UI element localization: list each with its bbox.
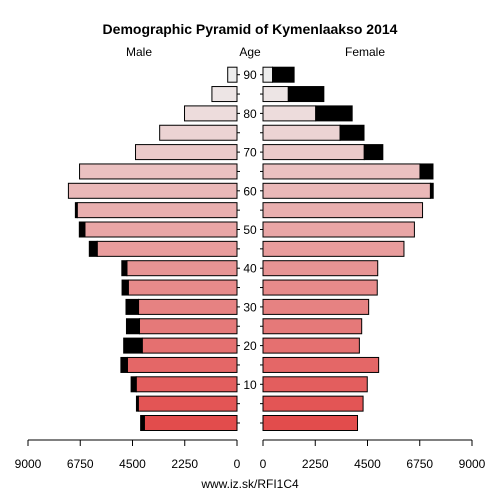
male-bars <box>67 66 238 431</box>
male-surplus-10-14 <box>130 376 137 393</box>
male-surplus-45-49 <box>88 240 98 257</box>
x-tick-label-male: 0 <box>234 457 241 471</box>
female-bar-70-74 <box>262 144 365 161</box>
male-surplus-30-34 <box>125 298 140 315</box>
male-surplus-5-9 <box>135 395 139 412</box>
age-tick-label: 70 <box>243 146 257 160</box>
x-tick-label-female: 2250 <box>302 457 329 471</box>
female-bar-85-89 <box>262 86 289 103</box>
male-bar-90+ <box>227 66 238 83</box>
age-tick-label: 10 <box>243 378 257 392</box>
male-bar-5-9 <box>137 395 238 412</box>
female-surplus-75-79 <box>339 124 365 141</box>
male-bar-80-84 <box>184 105 238 122</box>
male-bar-40-44 <box>126 260 238 277</box>
female-bar-25-29 <box>262 318 363 335</box>
female-bar-75-79 <box>262 124 341 141</box>
female-surplus-80-84 <box>315 105 353 122</box>
male-bar-20-24 <box>141 337 238 354</box>
female-bars <box>262 66 434 431</box>
age-tick-label: 50 <box>243 223 257 237</box>
male-bar-0-4 <box>143 415 238 431</box>
male-bar-30-34 <box>138 298 238 315</box>
male-surplus-55-59 <box>74 202 78 219</box>
x-axis-female: 0 2250 4500 6750 9000 <box>260 439 486 471</box>
female-bar-80-84 <box>262 105 317 122</box>
male-surplus-0-4 <box>140 415 145 431</box>
female-bar-20-24 <box>262 337 360 354</box>
age-tick-label: 20 <box>243 339 257 353</box>
footer-url: www.iz.sk/RFI1C4 <box>200 477 299 491</box>
male-bar-10-14 <box>135 376 238 393</box>
age-tick-label: 80 <box>243 107 257 121</box>
female-bar-15-19 <box>262 356 380 373</box>
male-label: Male <box>126 45 152 59</box>
female-bar-65-69 <box>262 163 421 180</box>
female-bar-90+ <box>262 66 274 83</box>
female-bar-30-34 <box>262 298 370 315</box>
female-surplus-65-69 <box>419 163 434 180</box>
x-tick-label-female: 9000 <box>459 457 486 471</box>
x-axis-male: 9000 6750 4500 2250 0 <box>15 439 241 471</box>
male-bar-75-79 <box>159 124 238 141</box>
female-surplus-60-64 <box>429 182 434 199</box>
female-label: Female <box>345 45 385 59</box>
male-surplus-15-19 <box>120 356 128 373</box>
age-tick-label: 40 <box>243 262 257 276</box>
male-bar-50-54 <box>84 221 238 238</box>
male-bar-45-49 <box>96 240 238 257</box>
female-surplus-90+ <box>272 66 295 83</box>
age-tick-label: 60 <box>243 184 257 198</box>
age-label: Age <box>239 45 261 59</box>
male-bar-35-39 <box>127 279 238 296</box>
female-bar-40-44 <box>262 260 379 277</box>
male-surplus-40-44 <box>121 260 128 277</box>
x-tick-label-male: 2250 <box>171 457 198 471</box>
x-tick-label-female: 0 <box>260 457 267 471</box>
x-tick-label-male: 9000 <box>15 457 42 471</box>
female-bar-0-4 <box>262 415 359 431</box>
male-bar-70-74 <box>135 144 238 161</box>
female-bar-60-64 <box>262 182 431 199</box>
male-surplus-20-24 <box>123 337 143 354</box>
x-tick-label-male: 4500 <box>119 457 146 471</box>
age-tick-label: 90 <box>243 68 257 82</box>
female-bar-50-54 <box>262 221 415 238</box>
chart-title: Demographic Pyramid of Kymenlaakso 2014 <box>103 21 398 37</box>
x-tick-label-male: 6750 <box>67 457 94 471</box>
female-bar-55-59 <box>262 202 424 219</box>
age-tick-label: 30 <box>243 300 257 314</box>
female-bar-5-9 <box>262 395 364 412</box>
male-bar-15-19 <box>126 356 238 373</box>
female-bar-35-39 <box>262 279 378 296</box>
male-surplus-35-39 <box>121 279 129 296</box>
x-tick-label-female: 6750 <box>406 457 433 471</box>
male-bar-60-64 <box>67 182 238 199</box>
female-surplus-85-89 <box>287 86 325 103</box>
female-surplus-70-74 <box>363 144 384 161</box>
male-bar-65-69 <box>79 163 238 180</box>
x-tick-label-female: 4500 <box>354 457 381 471</box>
age-axis: 10 20 30 40 50 60 70 80 90 <box>237 68 263 424</box>
female-bar-10-14 <box>262 376 368 393</box>
male-bar-25-29 <box>138 318 238 335</box>
female-bar-45-49 <box>262 240 405 257</box>
male-surplus-50-54 <box>78 221 86 238</box>
male-bar-85-89 <box>211 86 238 103</box>
male-bar-55-59 <box>76 202 238 219</box>
male-surplus-25-29 <box>125 318 140 335</box>
